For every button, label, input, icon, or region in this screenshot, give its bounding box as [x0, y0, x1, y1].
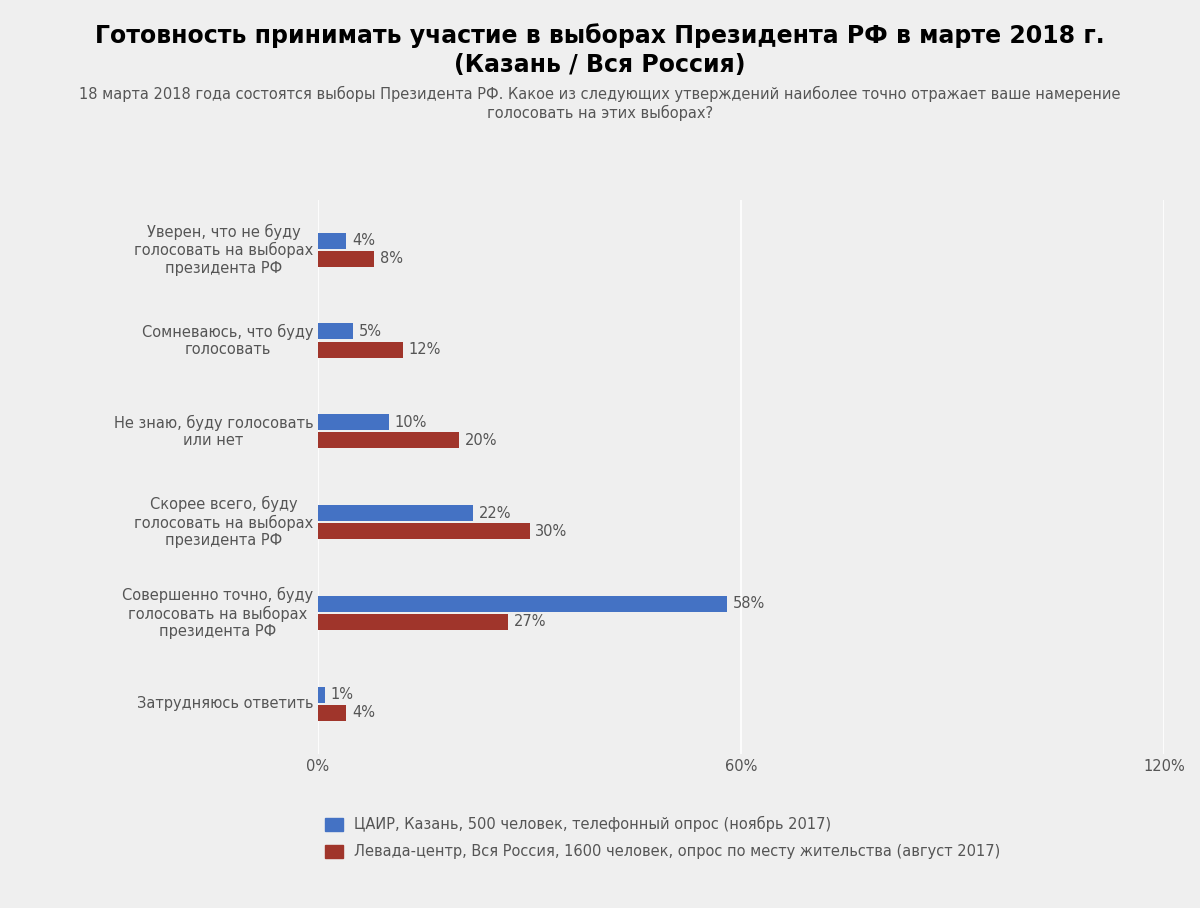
Legend: ЦАИР, Казань, 500 человек, телефонный опрос (ноябрь 2017), Левада-центр, Вся Рос: ЦАИР, Казань, 500 человек, телефонный оп… — [325, 816, 1001, 859]
Text: 58%: 58% — [732, 597, 764, 611]
Text: 8%: 8% — [380, 252, 403, 266]
Text: (Казань / Вся Россия): (Казань / Вся Россия) — [455, 53, 745, 76]
Bar — [318, 705, 347, 721]
Text: 22%: 22% — [479, 506, 511, 520]
Bar — [318, 341, 403, 358]
Text: 1%: 1% — [331, 687, 354, 702]
Bar — [318, 505, 473, 521]
Text: 27%: 27% — [514, 615, 546, 629]
Bar — [318, 414, 389, 430]
Bar — [318, 251, 374, 267]
Text: 30%: 30% — [535, 524, 568, 538]
Text: 20%: 20% — [464, 433, 497, 448]
Bar — [318, 323, 353, 340]
Text: 4%: 4% — [352, 706, 374, 720]
Text: 10%: 10% — [394, 415, 426, 429]
Bar — [318, 232, 347, 249]
Text: 18 марта 2018 года состоятся выборы Президента РФ. Какое из следующих утверждени: 18 марта 2018 года состоятся выборы През… — [79, 86, 1121, 121]
Text: 5%: 5% — [359, 324, 382, 339]
Bar — [318, 596, 727, 612]
Text: 4%: 4% — [352, 233, 374, 248]
Bar — [318, 686, 325, 703]
Bar — [318, 614, 509, 630]
Text: Готовность принимать участие в выборах Президента РФ в марте 2018 г.: Готовность принимать участие в выборах П… — [95, 23, 1105, 47]
Text: 12%: 12% — [408, 342, 440, 357]
Bar — [318, 432, 458, 449]
Bar — [318, 523, 529, 539]
